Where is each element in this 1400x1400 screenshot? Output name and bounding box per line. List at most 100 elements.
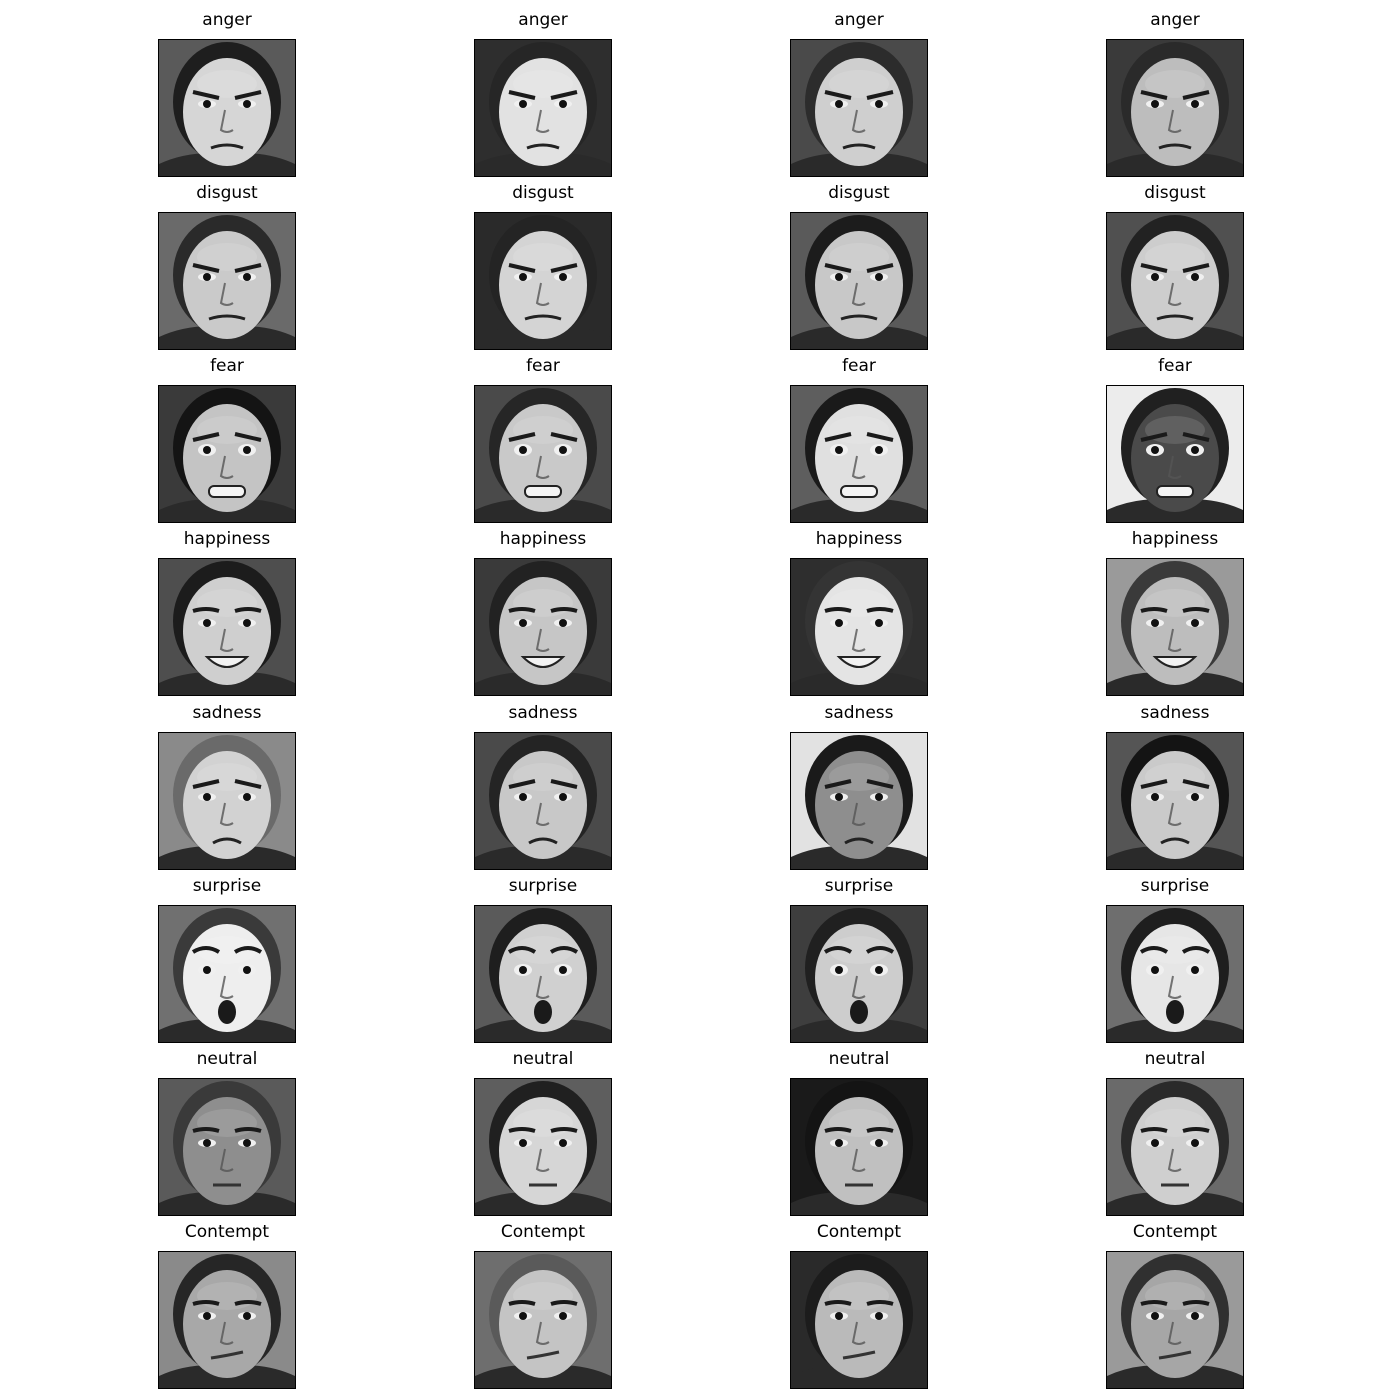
left-pupil [1151, 1139, 1159, 1147]
left-pupil [519, 1139, 527, 1147]
right-pupil [243, 273, 251, 281]
right-pupil [1191, 100, 1199, 108]
forehead-highlight [197, 763, 257, 791]
left-eyebrow [509, 1302, 535, 1304]
face-image [1106, 558, 1244, 696]
face-panel: happiness [790, 524, 928, 694]
right-pupil [243, 1139, 251, 1147]
left-pupil [519, 966, 527, 974]
face-image [158, 385, 296, 523]
face-panel: sadness [158, 698, 296, 868]
left-eyebrow [193, 609, 219, 611]
face-panel: disgust [474, 178, 612, 348]
forehead-highlight [513, 763, 573, 791]
face-illustration [791, 386, 927, 522]
mouth-shape [841, 486, 877, 497]
face-image [158, 558, 296, 696]
right-eyebrow [235, 609, 261, 611]
right-pupil [559, 793, 567, 801]
face-image [790, 558, 928, 696]
face-image [158, 732, 296, 870]
left-pupil [519, 619, 527, 627]
face-image [1106, 212, 1244, 350]
forehead-highlight [829, 1109, 889, 1137]
face-image [790, 385, 928, 523]
face-image [1106, 39, 1244, 177]
face-panel: neutral [474, 1044, 612, 1214]
forehead-highlight [1145, 1282, 1205, 1310]
panel-title: fear [1066, 351, 1284, 381]
right-eyebrow [1183, 1302, 1209, 1304]
face-panel: sadness [1106, 698, 1244, 868]
left-pupil [835, 793, 843, 801]
right-pupil [875, 1139, 883, 1147]
forehead-highlight [197, 589, 257, 617]
panel-title: anger [1066, 5, 1284, 35]
left-pupil [1151, 446, 1159, 454]
left-eyebrow [1141, 1302, 1167, 1304]
face-panel: surprise [158, 871, 296, 1041]
panel-title: disgust [434, 178, 652, 208]
face-illustration [1107, 1252, 1243, 1388]
face-image [1106, 1078, 1244, 1216]
face-panel: Contempt [1106, 1217, 1244, 1387]
face-image [474, 905, 612, 1043]
right-eyebrow [235, 1302, 261, 1304]
left-pupil [203, 1312, 211, 1320]
face-panel: fear [474, 351, 612, 521]
face-illustration [791, 733, 927, 869]
right-pupil [1191, 793, 1199, 801]
left-pupil [203, 619, 211, 627]
face-image [1106, 385, 1244, 523]
left-eyebrow [1141, 1129, 1167, 1131]
panel-title: disgust [118, 178, 336, 208]
panel-title: neutral [750, 1044, 968, 1074]
face-panel: Contempt [474, 1217, 612, 1387]
face-panel: disgust [158, 178, 296, 348]
face-panel: happiness [474, 524, 612, 694]
face-panel: disgust [790, 178, 928, 348]
forehead-highlight [197, 1282, 257, 1310]
left-pupil [1151, 793, 1159, 801]
face-panel: anger [474, 5, 612, 175]
face-image [158, 905, 296, 1043]
mouth-shape [1166, 1000, 1184, 1024]
panel-title: Contempt [434, 1217, 652, 1247]
face-image [1106, 1251, 1244, 1389]
left-eyebrow [1141, 609, 1167, 611]
left-eyebrow [509, 1129, 535, 1131]
face-panel: neutral [790, 1044, 928, 1214]
face-image [474, 558, 612, 696]
face-panel: surprise [474, 871, 612, 1041]
mouth-shape [209, 486, 245, 497]
panel-title: neutral [118, 1044, 336, 1074]
right-eyebrow [867, 1129, 893, 1131]
left-pupil [835, 1312, 843, 1320]
face-illustration [475, 386, 611, 522]
forehead-highlight [1145, 763, 1205, 791]
face-illustration [791, 40, 927, 176]
face-illustration [475, 1252, 611, 1388]
panel-title: happiness [118, 524, 336, 554]
forehead-highlight [513, 1282, 573, 1310]
face-illustration [1107, 40, 1243, 176]
face-image [474, 385, 612, 523]
panel-title: disgust [1066, 178, 1284, 208]
right-pupil [243, 1312, 251, 1320]
face-image [474, 212, 612, 350]
face-panel: fear [790, 351, 928, 521]
panel-title: surprise [118, 871, 336, 901]
left-eyebrow [825, 1129, 851, 1131]
right-pupil [243, 966, 251, 974]
face-panel: sadness [474, 698, 612, 868]
face-panel: Contempt [790, 1217, 928, 1387]
face-image [790, 39, 928, 177]
panel-title: anger [434, 5, 652, 35]
face-image [474, 39, 612, 177]
right-pupil [875, 100, 883, 108]
face-panel: surprise [790, 871, 928, 1041]
panel-title: happiness [434, 524, 652, 554]
face-image [790, 732, 928, 870]
forehead-highlight [513, 589, 573, 617]
